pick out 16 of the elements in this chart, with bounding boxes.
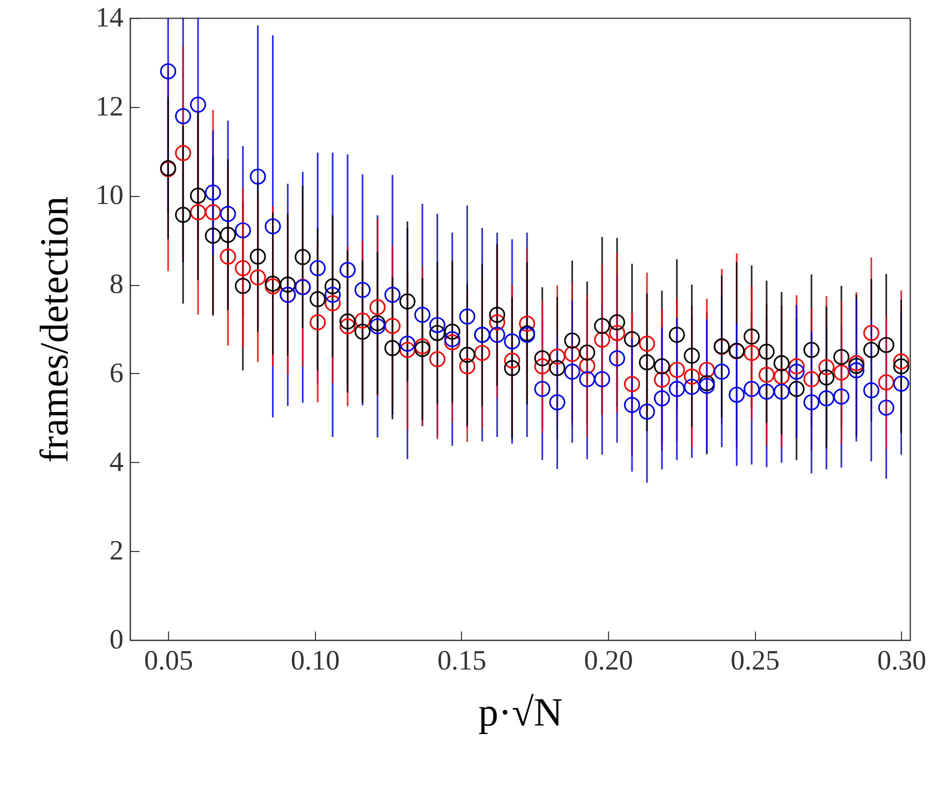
x-tick-label: 0.30: [877, 646, 926, 676]
y-tick-label: 4: [110, 446, 124, 478]
y-tick-label: 14: [96, 2, 124, 34]
x-tick-label: 0.15: [437, 646, 486, 676]
x-tick-label: 0.05: [144, 646, 194, 676]
y-tick-label: 0: [110, 624, 124, 656]
y-tick-label: 10: [96, 180, 124, 212]
x-axis-title: p·√N: [478, 690, 563, 734]
y-tick-label: 8: [110, 269, 124, 300]
y-axis-title: frames/detection: [32, 196, 76, 463]
x-tick-label: 0.10: [290, 646, 340, 676]
y-tick-label: 2: [110, 536, 124, 567]
x-tick-label: 0.25: [730, 646, 780, 676]
y-tick-label: 6: [110, 358, 124, 389]
x-tick-label: 0.20: [584, 646, 633, 676]
y-tick-label: 12: [96, 91, 124, 122]
